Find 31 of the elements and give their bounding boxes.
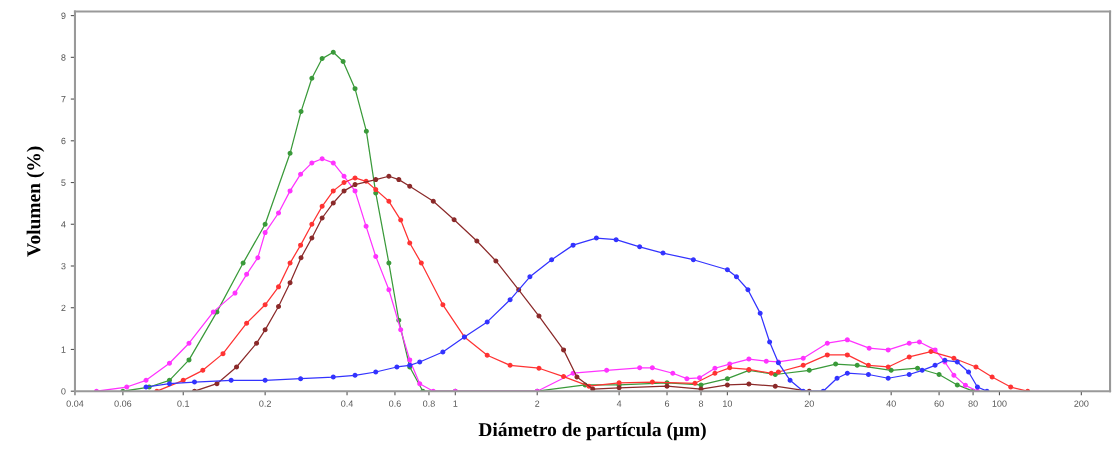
y-tick-label: 1: [61, 346, 66, 353]
y-tick-label: 2: [61, 304, 66, 311]
x-tick-label: 20: [804, 400, 814, 407]
x-tick-label: 4: [616, 400, 622, 407]
x-tick-label: 2: [535, 400, 540, 407]
x-tick-label: 100: [992, 400, 1007, 407]
y-tick-label: 5: [61, 179, 66, 186]
x-tick-label: 40: [886, 400, 896, 407]
x-tick-label: 1: [453, 400, 458, 407]
x-tick-label: 0.04: [66, 400, 84, 407]
y-tick-label: 0: [61, 388, 66, 395]
y-tick-label: 4: [61, 221, 66, 228]
x-tick-label: 0.4: [341, 400, 354, 407]
x-tick-label: 10: [723, 400, 733, 407]
x-tick-label: 60: [934, 400, 944, 407]
x-tick-label: 80: [968, 400, 978, 407]
y-tick-label: 9: [61, 12, 66, 19]
y-axis-title: Volumen (%): [26, 146, 45, 257]
x-tick-label: 0.06: [114, 400, 132, 407]
x-tick-label: 0.6: [389, 400, 401, 407]
x-axis-title: Diámetro de partícula (μm): [478, 422, 706, 441]
y-tick-label: 8: [61, 54, 66, 61]
x-tick-label: 8: [698, 400, 704, 407]
x-tick-label: 6: [664, 400, 670, 407]
x-tick-label: 200: [1074, 400, 1089, 407]
x-tick-label: 0.2: [259, 400, 271, 407]
y-tick-label: 6: [61, 137, 66, 145]
x-tick-label: 0.8: [423, 400, 435, 407]
y-tick-label: 3: [61, 262, 66, 270]
y-tick-label: 7: [61, 96, 66, 103]
x-tick-label: 0.1: [177, 400, 190, 407]
